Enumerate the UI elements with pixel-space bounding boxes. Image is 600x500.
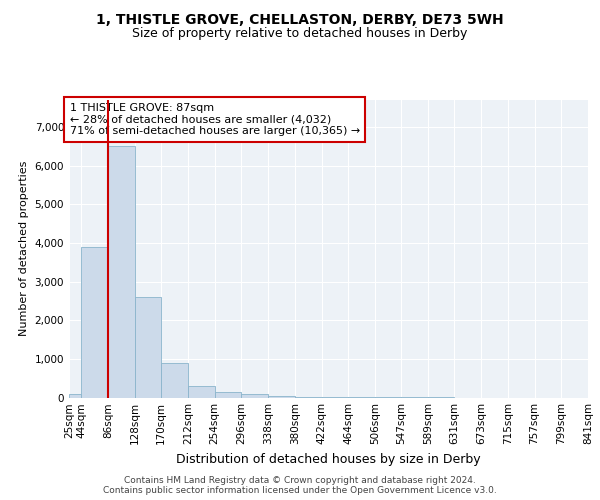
- Bar: [134, 297, 161, 398]
- X-axis label: Distribution of detached houses by size in Derby: Distribution of detached houses by size …: [176, 453, 481, 466]
- Bar: [69, 394, 81, 398]
- Bar: [188, 386, 215, 398]
- Text: Contains HM Land Registry data © Crown copyright and database right 2024.
Contai: Contains HM Land Registry data © Crown c…: [103, 476, 497, 495]
- Bar: [108, 146, 134, 398]
- Y-axis label: Number of detached properties: Number of detached properties: [19, 161, 29, 336]
- Text: Size of property relative to detached houses in Derby: Size of property relative to detached ho…: [133, 28, 467, 40]
- Text: 1, THISTLE GROVE, CHELLASTON, DERBY, DE73 5WH: 1, THISTLE GROVE, CHELLASTON, DERBY, DE7…: [96, 12, 504, 26]
- Bar: [295, 396, 322, 398]
- Bar: [215, 392, 241, 398]
- Bar: [81, 247, 108, 398]
- Bar: [268, 396, 295, 398]
- Bar: [161, 362, 188, 398]
- Bar: [241, 394, 268, 398]
- Text: 1 THISTLE GROVE: 87sqm
← 28% of detached houses are smaller (4,032)
71% of semi-: 1 THISTLE GROVE: 87sqm ← 28% of detached…: [70, 103, 360, 136]
